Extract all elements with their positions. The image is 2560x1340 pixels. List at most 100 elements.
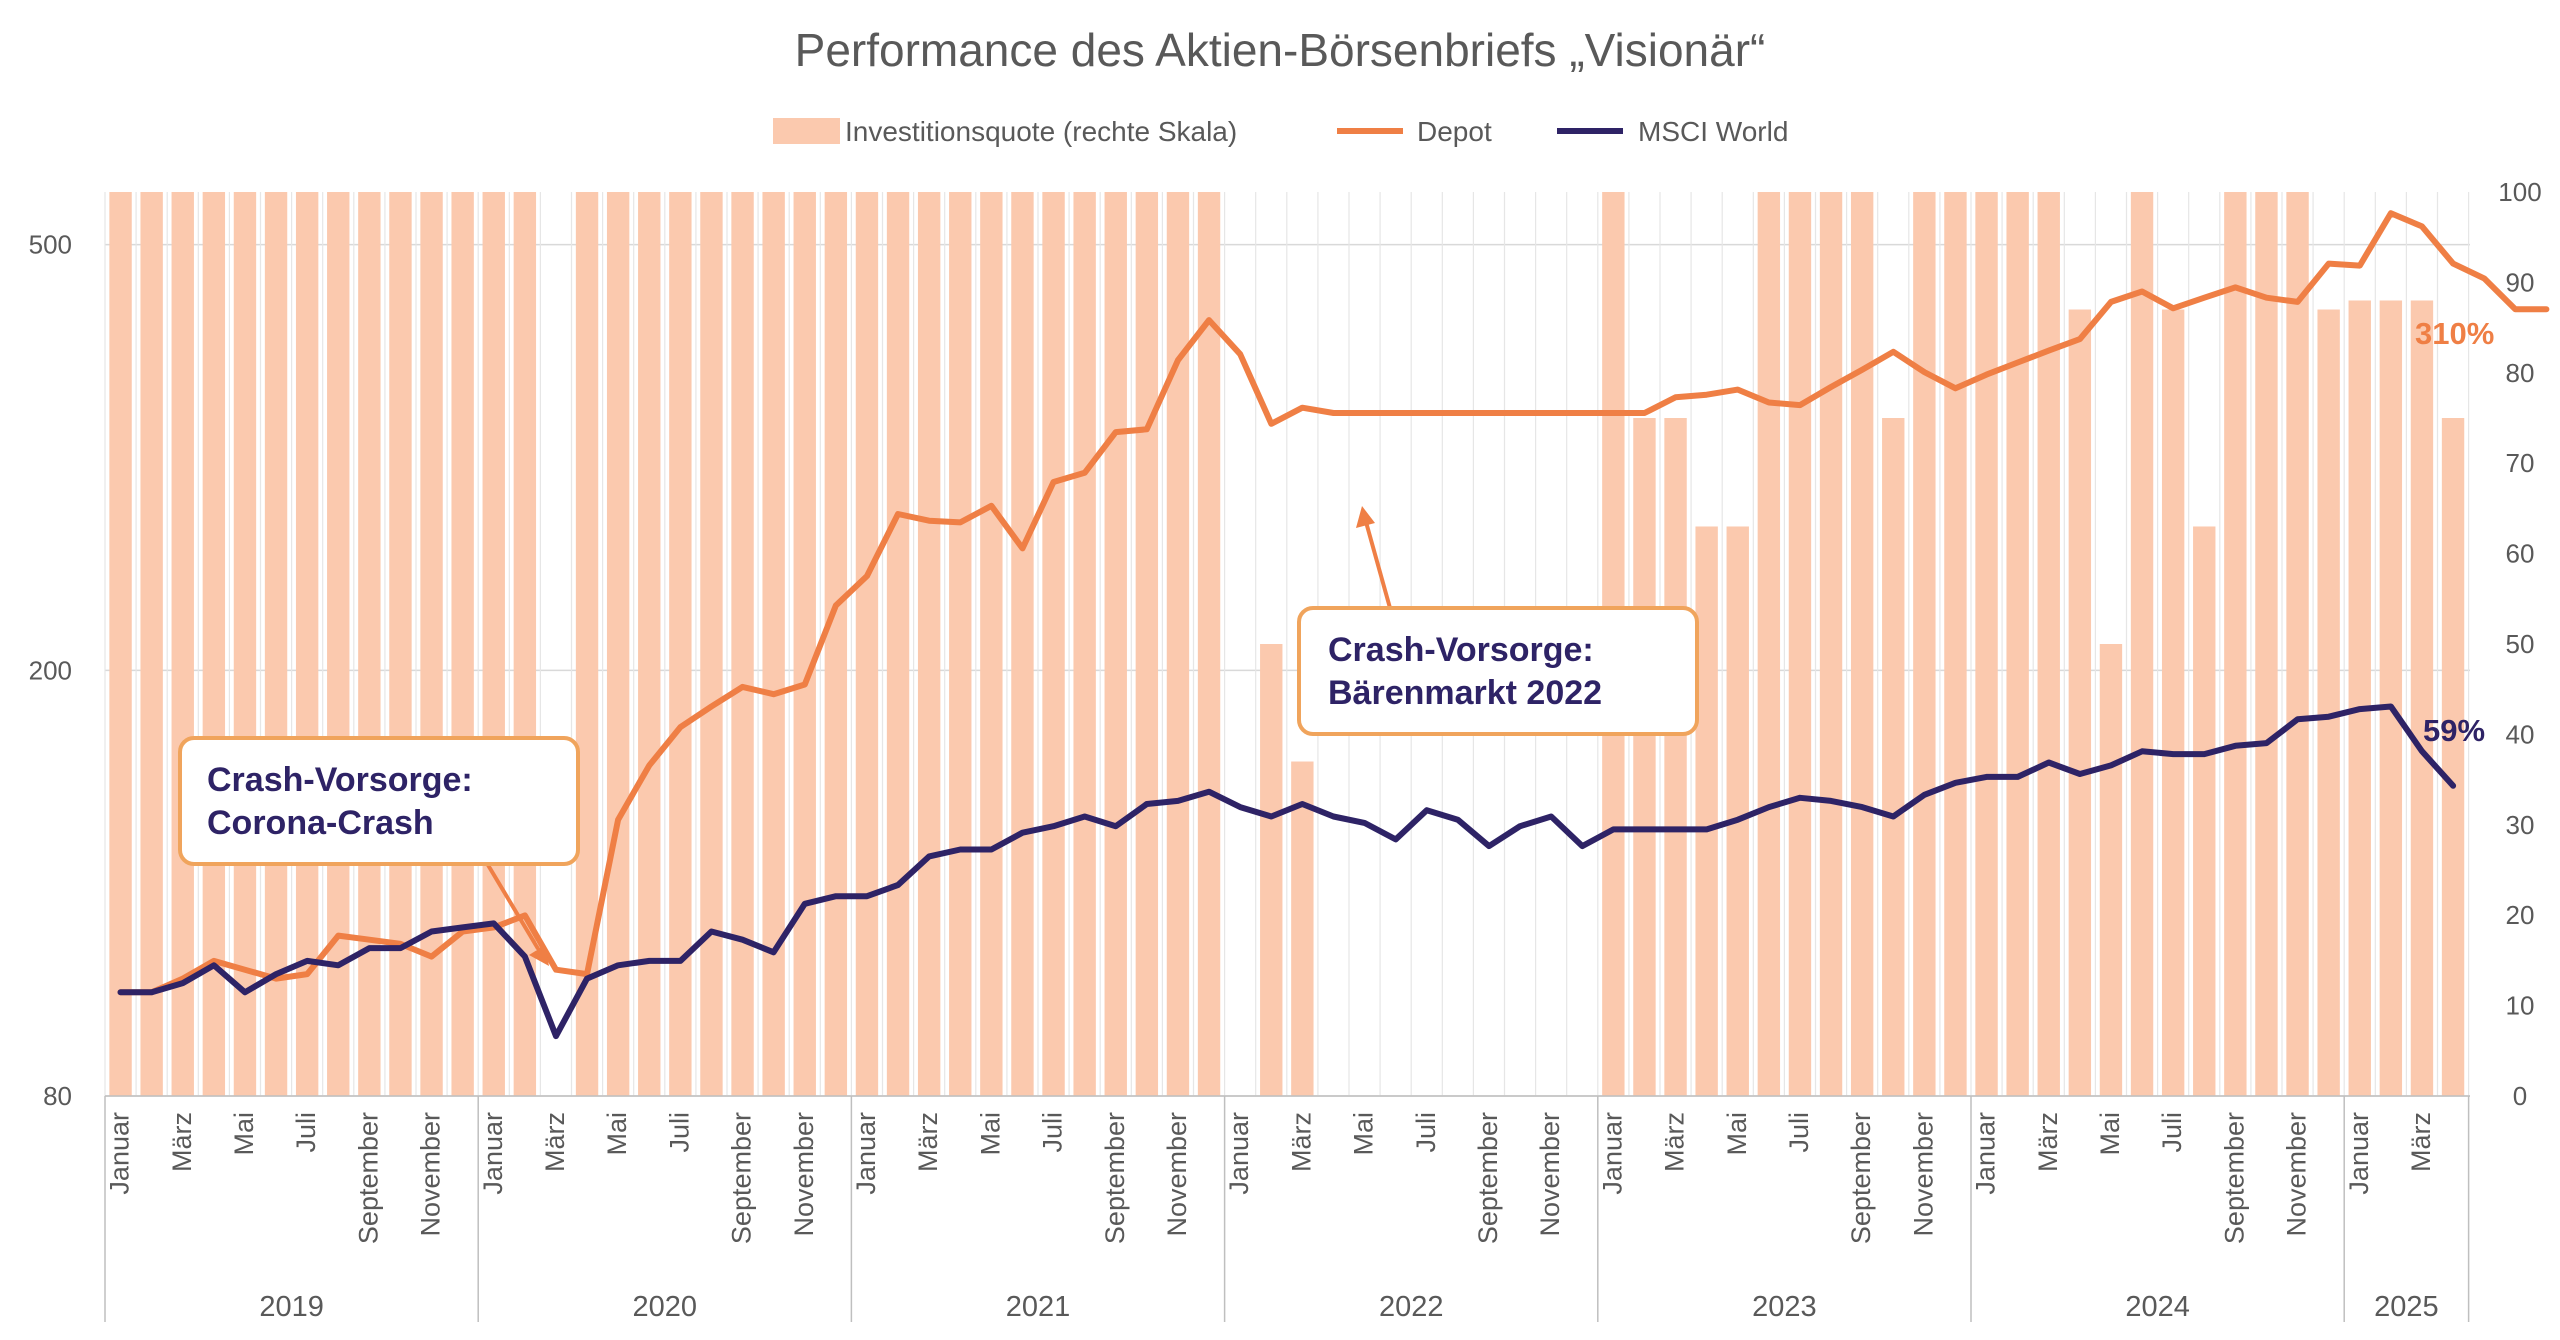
gridlines: [104, 192, 2470, 1097]
bar-investitionsquote: [1944, 192, 1967, 1096]
x-tick-label-month: September: [353, 1112, 383, 1244]
bar-investitionsquote: [1197, 192, 1221, 1096]
y-right-tick-label: 10: [2506, 991, 2535, 1021]
x-tick-label-month: September: [727, 1112, 757, 1244]
y-right-tick-label: 20: [2506, 900, 2535, 930]
x-tick-label-month: November: [1535, 1112, 1565, 1237]
x-tick-label-month: März: [167, 1112, 197, 1172]
bar-investitionsquote: [980, 192, 1003, 1096]
bar-investitionsquote: [451, 192, 474, 1096]
bar-investitionsquote: [420, 192, 443, 1096]
callout-corona-box: [178, 736, 580, 866]
bar-investitionsquote: [575, 192, 599, 1096]
x-tick-label-month: Mai: [1349, 1112, 1379, 1156]
bar-investitionsquote: [1788, 192, 1812, 1096]
bar-investitionsquote: [917, 192, 941, 1096]
bar-investitionsquote: [1011, 192, 1034, 1096]
x-year-label: 2019: [259, 1291, 324, 1323]
bar-investitionsquote: [1913, 192, 1936, 1096]
x-tick-label-month: November: [1162, 1112, 1192, 1237]
bar-investitionsquote: [669, 192, 692, 1096]
bar-investitionsquote: [1664, 418, 1687, 1096]
bar-investitionsquote: [295, 192, 319, 1096]
x-tick-label-month: Juli: [291, 1112, 321, 1153]
x-tick-label-month: März: [2406, 1112, 2436, 1172]
x-tick-label-month: November: [1908, 1112, 1938, 1237]
line-depot: [117, 210, 2550, 996]
line-msci-world: [117, 703, 2457, 1040]
x-tick-label-month: Januar: [105, 1112, 135, 1195]
x-tick-label-month: März: [913, 1112, 943, 1172]
legend-label-depot: Depot: [1417, 116, 1492, 147]
bar-investitionsquote: [1042, 192, 1065, 1096]
bar-investitionsquote: [2006, 192, 2029, 1096]
bar-investitionsquote: [2348, 300, 2371, 1097]
chart-title: Performance des Aktien-Börsenbriefs „Vis…: [795, 24, 1766, 76]
bar-investitionsquote: [140, 192, 163, 1096]
x-tick-label-month: Januar: [2344, 1112, 2374, 1195]
bar-investitionsquote: [824, 192, 848, 1096]
x-tick-label-month: März: [540, 1112, 570, 1172]
bar-investitionsquote: [886, 192, 910, 1096]
bar-investitionsquote: [2068, 309, 2092, 1096]
bar-investitionsquote: [2099, 644, 2123, 1096]
callout-baer-arrowhead: [1356, 506, 1375, 528]
bar-investitionsquote: [2130, 192, 2154, 1096]
x-year-label: 2024: [2125, 1291, 2190, 1323]
x-tick-label-month: November: [416, 1112, 446, 1237]
legend-label-investitionsquote: Investitionsquote (rechte Skala): [845, 116, 1237, 147]
bar-investitionsquote: [513, 192, 537, 1096]
callout-baer-line1: Crash-Vorsorge:: [1328, 631, 1594, 669]
x-tick-label-month: September: [1846, 1112, 1876, 1244]
callout-baer-line2: Bärenmarkt 2022: [1328, 674, 1602, 712]
x-axis: Januar März Mai Juli September November 2019 Ja…: [104, 1095, 2470, 1323]
y-right-tick-label: 30: [2506, 810, 2535, 840]
bar-investitionsquote: [264, 192, 288, 1096]
x-tick-label-month: März: [2033, 1112, 2063, 1172]
bar-investitionsquote: [358, 192, 381, 1096]
y-left-tick-label: 200: [29, 655, 72, 685]
bar-investitionsquote: [2441, 418, 2465, 1096]
x-year-label: 2025: [2374, 1291, 2439, 1323]
x-tick-label-month: Juli: [1038, 1112, 1068, 1153]
bar-investitionsquote: [2255, 192, 2278, 1096]
bar-investitionsquote: [1975, 192, 1998, 1096]
y-right-tick-label: 0: [2513, 1081, 2527, 1111]
legend: Investitionsquote (rechte Skala) Depot M…: [773, 116, 1788, 147]
bar-investitionsquote: [2410, 300, 2434, 1097]
bar-investitionsquote: [638, 192, 661, 1096]
bar-investitionsquote: [233, 192, 257, 1096]
bar-investitionsquote: [1166, 192, 1190, 1096]
x-tick-label-month: Juli: [1411, 1112, 1441, 1153]
bar-investitionsquote: [855, 192, 879, 1096]
bar-investitionsquote: [2317, 309, 2340, 1096]
x-tick-label-month: Januar: [1224, 1112, 1254, 1195]
x-tick-label-month: Juli: [2157, 1112, 2187, 1153]
x-tick-label-month: Januar: [1597, 1112, 1627, 1195]
bar-investitionsquote: [1104, 192, 1127, 1096]
bar-investitionsquote: [171, 192, 194, 1096]
x-tick-label-month: Januar: [1971, 1112, 2001, 1195]
x-year-label: 2023: [1752, 1291, 1817, 1323]
bar-investitionsquote: [1757, 192, 1781, 1096]
bar-investitionsquote: [1726, 526, 1749, 1096]
callout-corona-arrowhead: [529, 945, 549, 966]
bar-investitionsquote: [202, 192, 226, 1096]
bar-investitionsquote: [2224, 192, 2247, 1096]
callout-corona-line1: Crash-Vorsorge:: [207, 761, 473, 799]
x-tick-label-month: September: [2219, 1112, 2249, 1244]
legend-swatch-investitionsquote: [773, 118, 840, 144]
bar-investitionsquote: [1073, 192, 1096, 1096]
bar-investitionsquote: [1633, 418, 1656, 1096]
bar-investitionsquote: [1819, 192, 1843, 1096]
bar-investitionsquote: [762, 192, 785, 1096]
callout-corona-crash: Crash-Vorsorge: Corona-Crash: [178, 736, 580, 966]
bar-investitionsquote: [1882, 418, 1905, 1096]
callout-baerenmarkt-2022: Crash-Vorsorge: Bärenmarkt 2022: [1297, 506, 1699, 736]
end-label-msci: 59%: [2423, 713, 2485, 748]
bar-investitionsquote: [1135, 192, 1159, 1096]
x-tick-label-month: November: [2282, 1112, 2312, 1237]
callout-baer-box: [1297, 606, 1699, 736]
bar-investitionsquote: [1291, 761, 1314, 1096]
bars: [109, 192, 2465, 1097]
